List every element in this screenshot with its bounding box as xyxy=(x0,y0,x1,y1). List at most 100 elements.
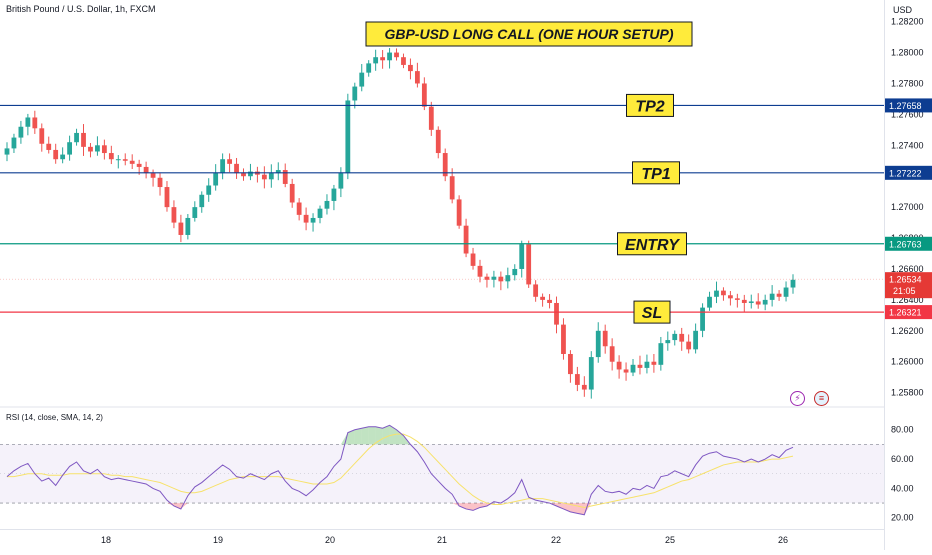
candle xyxy=(776,290,782,301)
candle-body xyxy=(67,142,73,155)
candle-body xyxy=(554,302,559,325)
candle-body xyxy=(25,117,31,127)
candle xyxy=(714,281,719,304)
candle-body xyxy=(394,52,399,58)
candle xyxy=(296,198,302,221)
candle xyxy=(60,147,66,164)
candle-body xyxy=(303,214,309,223)
candle-body xyxy=(714,290,719,297)
candle-body xyxy=(192,207,198,218)
candle xyxy=(658,336,664,371)
level-tag-box xyxy=(626,93,674,117)
currency-label[interactable]: USD xyxy=(893,5,913,15)
candle-body xyxy=(296,202,302,215)
candle-body xyxy=(345,100,351,174)
level-price-tag xyxy=(885,165,932,180)
candle xyxy=(561,318,566,360)
candle-body xyxy=(588,357,594,390)
candle xyxy=(568,350,573,383)
level-tag-text: TP2 xyxy=(635,98,664,115)
candle xyxy=(67,135,73,161)
candle xyxy=(428,101,434,136)
candle-body xyxy=(143,166,149,174)
candle-body xyxy=(199,194,205,208)
candle xyxy=(727,291,733,306)
level-price-label: 1.27658 xyxy=(889,101,922,111)
candle xyxy=(602,324,608,354)
candle-body xyxy=(505,275,511,282)
candle xyxy=(317,205,323,224)
candle-body xyxy=(581,384,587,390)
candle xyxy=(53,143,59,164)
flash-icon[interactable]: ⚡ xyxy=(790,391,805,406)
candle xyxy=(261,166,267,189)
candle xyxy=(310,213,316,232)
candle-body xyxy=(651,361,657,365)
candle xyxy=(644,354,650,374)
candle xyxy=(623,362,629,381)
candle-body xyxy=(456,199,462,226)
candle-body xyxy=(561,324,566,354)
candle xyxy=(540,293,545,307)
y-tick-label: 1.27600 xyxy=(891,109,924,119)
candle-body xyxy=(686,341,692,350)
candle xyxy=(268,164,274,188)
rsi-oversold-fill xyxy=(473,503,480,511)
us-flag-icon[interactable]: ≡ xyxy=(814,391,829,406)
candle-body xyxy=(282,170,288,184)
candle-body xyxy=(401,57,406,65)
candle-body xyxy=(602,330,608,347)
level-tag-text: TP1 xyxy=(641,166,670,183)
rsi-tick-label: 60.00 xyxy=(891,454,914,464)
candle xyxy=(700,303,705,338)
candle-body xyxy=(122,159,128,161)
candle xyxy=(248,163,253,181)
candle-body xyxy=(380,57,386,61)
rsi-title[interactable]: RSI (14, close, SMA, 14, 2) xyxy=(6,413,103,422)
y-tick-label: 1.28000 xyxy=(891,48,924,58)
candle-body xyxy=(268,173,274,180)
candle xyxy=(665,331,671,351)
candle-body xyxy=(477,265,483,277)
candle-body xyxy=(206,185,212,195)
y-tick-label: 1.26000 xyxy=(891,357,924,367)
candle xyxy=(380,50,386,69)
rsi-overbought-fill xyxy=(361,426,369,445)
candle-body xyxy=(331,188,337,201)
candle-body xyxy=(359,72,365,87)
candle-body xyxy=(157,177,163,188)
level-tag-text: ENTRY xyxy=(625,237,680,254)
candle-body xyxy=(665,340,671,344)
rsi-tick-label: 80.00 xyxy=(891,425,914,435)
candle-body xyxy=(421,83,427,107)
y-tick-label: 1.26600 xyxy=(891,264,924,274)
candle-body xyxy=(81,132,86,147)
candle-body xyxy=(547,299,552,303)
candle xyxy=(25,113,31,136)
rsi-tick-label: 20.00 xyxy=(891,513,914,523)
candle-body xyxy=(171,207,177,223)
candle xyxy=(672,330,678,346)
candle xyxy=(115,155,121,169)
candle xyxy=(456,195,462,229)
countdown-label: 21:05 xyxy=(893,286,916,296)
candle xyxy=(18,120,24,144)
candle-body xyxy=(324,200,330,209)
rsi-oversold-fill xyxy=(563,503,571,512)
y-tick-label: 1.28200 xyxy=(891,17,924,27)
candle xyxy=(581,376,587,397)
level-price-tag xyxy=(885,305,932,320)
candle xyxy=(241,168,246,181)
candle-body xyxy=(463,225,469,254)
candle xyxy=(129,154,135,169)
candle xyxy=(435,126,441,159)
candle xyxy=(616,355,622,379)
level-price-tag xyxy=(885,98,932,113)
candle-body xyxy=(721,290,726,296)
candle-body xyxy=(275,170,281,174)
rsi-sma-line xyxy=(7,433,794,508)
candle-body xyxy=(150,173,156,178)
candle-body xyxy=(616,361,622,370)
